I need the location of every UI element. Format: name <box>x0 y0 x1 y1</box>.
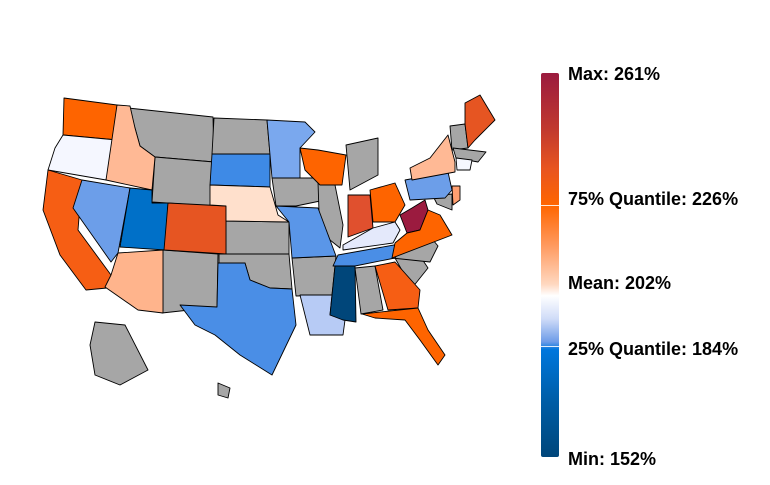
state-wy[interactable] <box>151 156 215 207</box>
us-choropleth-map <box>42 94 496 399</box>
state-sd[interactable] <box>209 153 271 188</box>
legend-label-max: Max: 261% <box>568 64 661 84</box>
state-ms[interactable] <box>329 265 357 323</box>
state-tx[interactable] <box>179 262 297 376</box>
state-ar[interactable] <box>291 255 337 297</box>
state-ga[interactable] <box>374 261 421 311</box>
state-me[interactable] <box>464 94 496 149</box>
state-hi[interactable] <box>217 382 231 399</box>
state-nd[interactable] <box>211 117 271 155</box>
state-ct[interactable] <box>455 157 473 171</box>
state-ne[interactable] <box>209 184 290 223</box>
state-or[interactable] <box>47 134 118 181</box>
state-ky[interactable] <box>342 221 401 251</box>
legend-label-min: Min: 152% <box>568 449 657 469</box>
legend-label-q25: 25% Quantile: 184% <box>568 339 739 359</box>
state-ak[interactable] <box>89 321 149 386</box>
state-nm[interactable] <box>161 249 219 314</box>
state-az[interactable] <box>104 249 164 314</box>
state-al[interactable] <box>354 265 384 315</box>
state-oh[interactable] <box>369 182 406 223</box>
state-wi[interactable] <box>299 147 347 186</box>
legend-label-mean: Mean: 202% <box>568 273 672 293</box>
state-nv[interactable] <box>72 179 131 263</box>
state-ia[interactable] <box>271 177 326 207</box>
state-fl[interactable] <box>361 307 446 366</box>
state-wa[interactable] <box>62 97 118 141</box>
state-ny[interactable] <box>409 134 456 181</box>
state-tn[interactable] <box>332 242 406 267</box>
legend-tick-q25 <box>541 346 559 347</box>
legend-label-q75: 75% Quantile: 226% <box>568 189 739 209</box>
legend-color-bar <box>541 73 559 457</box>
state-nj[interactable] <box>451 185 461 206</box>
state-ks[interactable] <box>225 220 290 255</box>
legend-tick-q75 <box>541 205 559 206</box>
state-mo[interactable] <box>275 205 337 259</box>
state-va[interactable] <box>391 209 453 259</box>
state-co[interactable] <box>163 202 227 255</box>
state-id[interactable] <box>105 104 156 191</box>
state-mi[interactable] <box>345 137 379 191</box>
